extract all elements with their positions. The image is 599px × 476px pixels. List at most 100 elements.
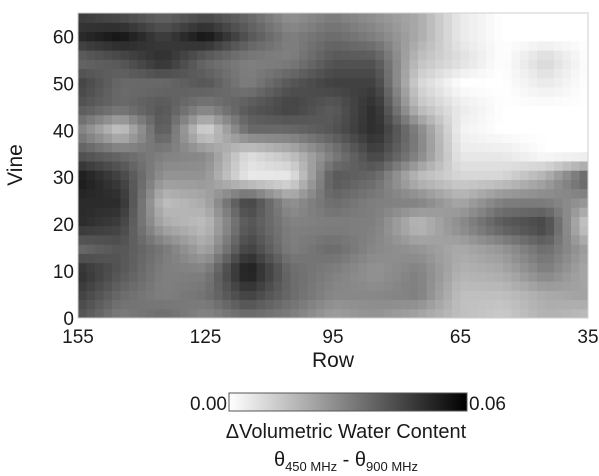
heatmap-cell xyxy=(120,86,130,97)
heatmap-cell xyxy=(520,225,530,236)
heatmap-cell xyxy=(401,105,411,116)
heatmap-cell xyxy=(401,299,411,310)
heatmap-cell xyxy=(520,271,530,282)
heatmap-cell xyxy=(537,308,547,318)
heatmap-cell xyxy=(358,234,368,245)
heatmap-cell xyxy=(299,31,309,42)
heatmap-cell xyxy=(358,40,368,51)
heatmap-cell xyxy=(571,31,581,42)
heatmap-cell xyxy=(528,114,538,125)
heatmap-cell xyxy=(537,151,547,162)
heatmap-cell xyxy=(222,22,232,33)
heatmap-cell xyxy=(469,142,479,153)
heatmap-cell xyxy=(486,308,496,318)
heatmap-cell xyxy=(435,86,445,97)
heatmap-cell xyxy=(562,207,572,217)
heatmap-cell xyxy=(537,207,547,217)
heatmap-cell xyxy=(120,290,130,301)
heatmap-cell xyxy=(333,234,343,245)
heatmap-cell xyxy=(307,40,317,51)
heatmap-cell xyxy=(554,281,564,291)
heatmap-cell xyxy=(129,170,139,180)
heatmap-cell xyxy=(520,142,530,153)
heatmap-cell xyxy=(503,271,513,282)
heatmap-cell xyxy=(265,68,275,79)
heatmap-cell xyxy=(392,207,402,217)
heatmap-cell xyxy=(146,244,156,254)
heatmap-cell xyxy=(571,197,581,208)
heatmap-cell xyxy=(86,13,96,23)
heatmap-cell xyxy=(562,22,572,33)
heatmap-cell xyxy=(299,281,309,291)
heatmap-cell xyxy=(426,114,436,125)
heatmap-cell xyxy=(367,197,377,208)
heatmap-cell xyxy=(120,225,130,236)
heatmap-cell xyxy=(146,22,156,33)
heatmap-cell xyxy=(341,290,351,301)
heatmap-cell xyxy=(154,68,164,79)
heatmap-cell xyxy=(375,299,385,310)
heatmap-cell xyxy=(282,281,292,291)
heatmap-cell xyxy=(384,133,394,143)
heatmap-cell xyxy=(103,142,113,153)
heatmap-cell xyxy=(384,151,394,162)
heatmap-cell xyxy=(409,96,419,107)
heatmap-cell xyxy=(197,281,207,291)
heatmap-cell xyxy=(554,123,564,134)
heatmap-cell xyxy=(418,13,428,23)
heatmap-cell xyxy=(197,262,207,273)
heatmap-cell xyxy=(333,86,343,97)
heatmap-cell xyxy=(120,281,130,291)
heatmap-cell xyxy=(231,123,241,134)
heatmap-cell xyxy=(256,225,266,236)
heatmap-cell xyxy=(146,68,156,79)
heatmap-cell xyxy=(282,179,292,190)
heatmap-cell xyxy=(486,216,496,227)
heatmap-cell xyxy=(333,13,343,23)
heatmap-cell xyxy=(579,22,588,33)
heatmap-cell xyxy=(137,197,147,208)
heatmap-cell xyxy=(239,77,249,88)
heatmap-cell xyxy=(248,142,258,153)
heatmap-cell xyxy=(350,299,360,310)
heatmap-cell xyxy=(239,179,249,190)
heatmap-cell xyxy=(307,59,317,70)
heatmap-cell xyxy=(214,262,224,273)
heatmap-cell xyxy=(316,308,326,318)
heatmap-cell xyxy=(350,207,360,217)
heatmap-cell xyxy=(358,96,368,107)
heatmap-cell xyxy=(571,234,581,245)
heatmap-cell xyxy=(324,188,334,199)
heatmap-cell xyxy=(460,40,470,51)
heatmap-cell xyxy=(78,68,88,79)
heatmap-cell xyxy=(503,244,513,254)
heatmap-cell xyxy=(426,68,436,79)
heatmap-cell xyxy=(129,188,139,199)
heatmap-cell xyxy=(188,13,198,23)
heatmap-cell xyxy=(375,86,385,97)
heatmap-cell xyxy=(78,86,88,97)
heatmap-cell xyxy=(384,207,394,217)
heatmap-cell xyxy=(571,114,581,125)
heatmap-cell xyxy=(86,170,96,180)
heatmap-cell xyxy=(511,114,521,125)
heatmap-cell xyxy=(256,77,266,88)
heatmap-cell xyxy=(137,105,147,116)
x-tick-label: 65 xyxy=(450,327,471,348)
heatmap-cell xyxy=(341,234,351,245)
heatmap-cell xyxy=(307,123,317,134)
heatmap-cell xyxy=(545,40,555,51)
heatmap-cell xyxy=(214,77,224,88)
heatmap-cell xyxy=(418,308,428,318)
heatmap-cell xyxy=(452,308,462,318)
heatmap-cell xyxy=(78,262,88,273)
heatmap-cell xyxy=(358,59,368,70)
heatmap-cell xyxy=(256,86,266,97)
heatmap-cell xyxy=(443,308,453,318)
heatmap-cell xyxy=(494,22,504,33)
heatmap-cell xyxy=(222,49,232,60)
y-tick-label: 30 xyxy=(53,168,74,189)
heatmap-cell xyxy=(307,13,317,23)
heatmap-cell xyxy=(222,281,232,291)
heatmap-cell xyxy=(545,114,555,125)
